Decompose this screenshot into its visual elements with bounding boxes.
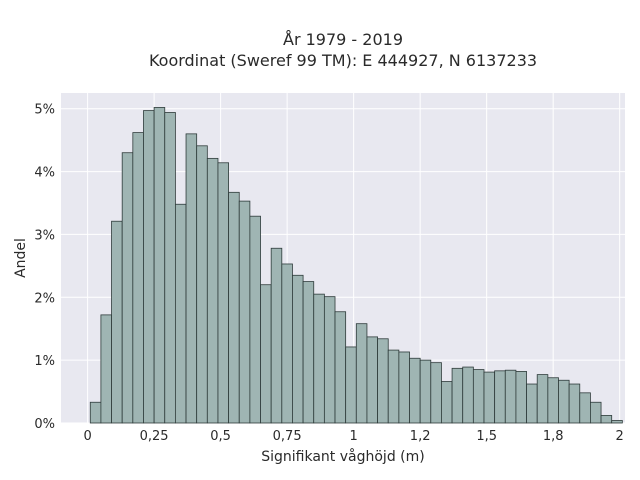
histogram-bar: [323, 296, 336, 424]
histogram-bar: [270, 247, 283, 424]
histogram-bar: [611, 420, 623, 424]
histogram-bar: [366, 336, 378, 424]
histogram-bar: [409, 357, 421, 424]
histogram-bar: [504, 369, 517, 424]
x-tick-label: 1,8: [543, 429, 564, 444]
histogram-bar: [387, 349, 400, 424]
histogram-bar: [526, 383, 538, 424]
histogram-bar: [419, 359, 432, 424]
histogram-bar: [483, 371, 496, 424]
histogram-bar: [111, 220, 123, 424]
histogram-bar: [451, 367, 464, 424]
histogram-bar: [472, 369, 485, 424]
histogram-bar: [302, 281, 315, 424]
histogram-bar: [441, 381, 453, 424]
x-tick-label: 2: [616, 429, 624, 444]
histogram-bar: [547, 377, 559, 424]
histogram-bar: [462, 366, 474, 424]
x-tick-label: 0,75: [273, 429, 302, 444]
x-tick-label: 0,25: [140, 429, 169, 444]
histogram-bar: [536, 374, 549, 424]
histogram-bar: [196, 145, 208, 424]
histogram-bar: [590, 401, 602, 424]
x-tick-label: 1: [350, 429, 358, 444]
chart-title-line1: År 1979 - 2019: [283, 30, 403, 49]
y-tick-labels: 0% 1% 2% 3% 4% 5%: [34, 103, 55, 432]
histogram-bar: [355, 323, 368, 424]
histogram-bar: [100, 314, 112, 424]
x-axis-label: Signifikant våghöjd (m): [261, 448, 424, 465]
histogram-bar: [228, 191, 240, 424]
y-tick-label: 5%: [34, 103, 55, 118]
histogram-bar: [398, 351, 410, 424]
histogram-bar: [164, 112, 176, 424]
x-tick-label: 0,5: [210, 429, 231, 444]
histogram-bar: [579, 392, 591, 424]
histogram-bar: [238, 200, 251, 424]
y-axis-label: Andel: [13, 238, 29, 278]
x-tick-label: 0: [83, 429, 91, 444]
y-tick-label: 0%: [34, 417, 55, 432]
histogram-bar: [558, 379, 570, 424]
x-tick-label: 1,5: [476, 429, 497, 444]
histogram-bar: [292, 274, 304, 424]
histogram-bar: [377, 338, 389, 424]
histogram-bar: [568, 383, 581, 424]
y-tick-label: 2%: [34, 291, 55, 306]
chart-title-line2: Koordinat (Sweref 99 TM): E 444927, N 61…: [149, 51, 537, 70]
histogram-bar: [153, 107, 166, 424]
histogram-bar: [89, 401, 102, 424]
histogram-bar: [185, 133, 198, 424]
histogram-bar: [206, 157, 219, 424]
histogram-bar: [260, 284, 272, 424]
histogram-bar: [217, 162, 230, 424]
histogram-bar: [121, 152, 134, 424]
histogram-bar: [143, 110, 155, 424]
histogram-bar: [600, 415, 613, 424]
histogram-bars: [89, 107, 623, 424]
y-tick-label: 1%: [34, 354, 55, 369]
histogram-bar: [515, 371, 527, 424]
y-tick-label: 4%: [34, 166, 55, 181]
histogram-bar: [345, 346, 357, 424]
histogram-bar: [313, 293, 325, 424]
x-tick-label: 1,2: [410, 429, 431, 444]
y-tick-label: 3%: [34, 228, 55, 243]
x-tick-labels: 0 0,25 0,5 0,75 1 1,2 1,5 1,8 2: [83, 429, 623, 444]
histogram-bar: [494, 370, 506, 424]
histogram-bar: [334, 311, 347, 424]
histogram-bar: [174, 203, 187, 424]
histogram-bar: [281, 263, 293, 424]
histogram-bar: [132, 132, 144, 424]
histogram-bar: [249, 215, 261, 424]
histogram-bar: [430, 362, 442, 424]
